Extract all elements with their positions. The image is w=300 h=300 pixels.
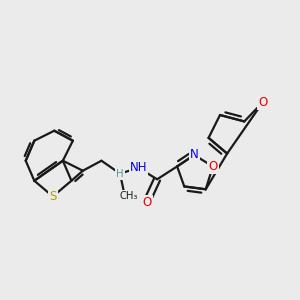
Text: O: O — [258, 96, 268, 109]
Text: O: O — [208, 160, 218, 173]
Text: NH: NH — [130, 161, 147, 174]
Text: S: S — [49, 190, 56, 203]
Text: H: H — [116, 169, 124, 178]
Text: CH₃: CH₃ — [119, 191, 138, 201]
Text: O: O — [142, 196, 152, 208]
Text: N: N — [190, 148, 199, 161]
